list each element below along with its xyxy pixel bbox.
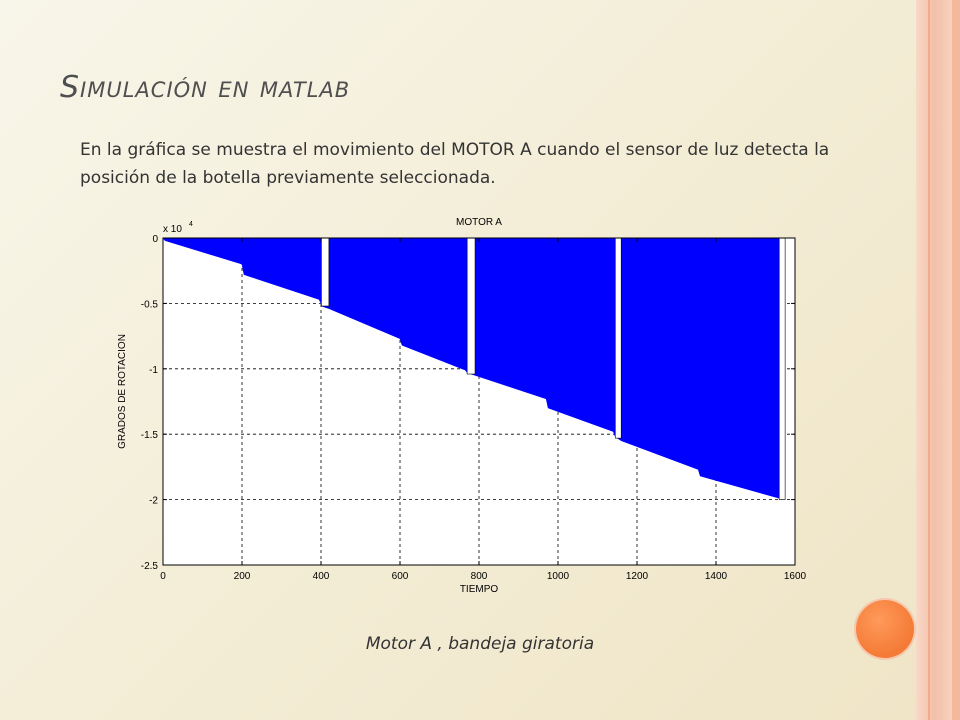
series-notch: [321, 237, 330, 307]
x-tick-label: 1600: [784, 571, 807, 582]
data-area: [162, 237, 786, 500]
series-notch: [614, 237, 622, 439]
x-tick-label: 1200: [626, 571, 649, 582]
decorative-vertical-line-thin: [941, 0, 942, 720]
decorative-vertical-line: [928, 0, 930, 720]
x-tick-label: 600: [392, 571, 409, 582]
y-tick-label: -2: [149, 496, 158, 507]
figure-caption: Motor A , bandeja giratoria: [365, 634, 595, 654]
decorative-orange-circle: [856, 600, 914, 658]
x-tick-label: 400: [313, 571, 330, 582]
slide-title: Simulación en matlab: [60, 70, 351, 105]
y-axis-multiplier-exponent: 4: [189, 221, 193, 228]
x-tick-label: 800: [471, 571, 488, 582]
y-tick-label: -1.5: [141, 430, 159, 441]
x-tick-label: 1000: [547, 571, 570, 582]
y-tick-label: -1: [149, 365, 158, 376]
series-notch: [466, 237, 476, 375]
chart-title: MOTOR A: [456, 217, 502, 228]
y-tick-label: -0.5: [141, 299, 159, 310]
decorative-edge-line: [952, 0, 960, 720]
series-notch: [778, 237, 786, 500]
x-axis-label: TIEMPO: [460, 584, 499, 595]
y-axis-label: GRADOS DE ROTACION: [117, 334, 128, 449]
y-tick-label: -2.5: [141, 561, 159, 572]
x-tick-label: 200: [234, 571, 251, 582]
x-tick-label: 0: [160, 571, 166, 582]
motor-a-chart: 0 200 400 600 800 1000 1200 1400 1600 0 -0.5 -1 -1.5…: [117, 217, 807, 595]
x-tick-label: 1400: [705, 571, 728, 582]
y-axis-multiplier: x 10: [163, 224, 182, 235]
axis-ticks: 0 200 400 600 800 1000 1200 1400 1600 0 -0.5 -1 -1.5…: [141, 234, 807, 582]
slide-body-text: En la gráfica se muestra el movimiento d…: [80, 140, 830, 188]
y-tick-label: 0: [152, 234, 158, 245]
